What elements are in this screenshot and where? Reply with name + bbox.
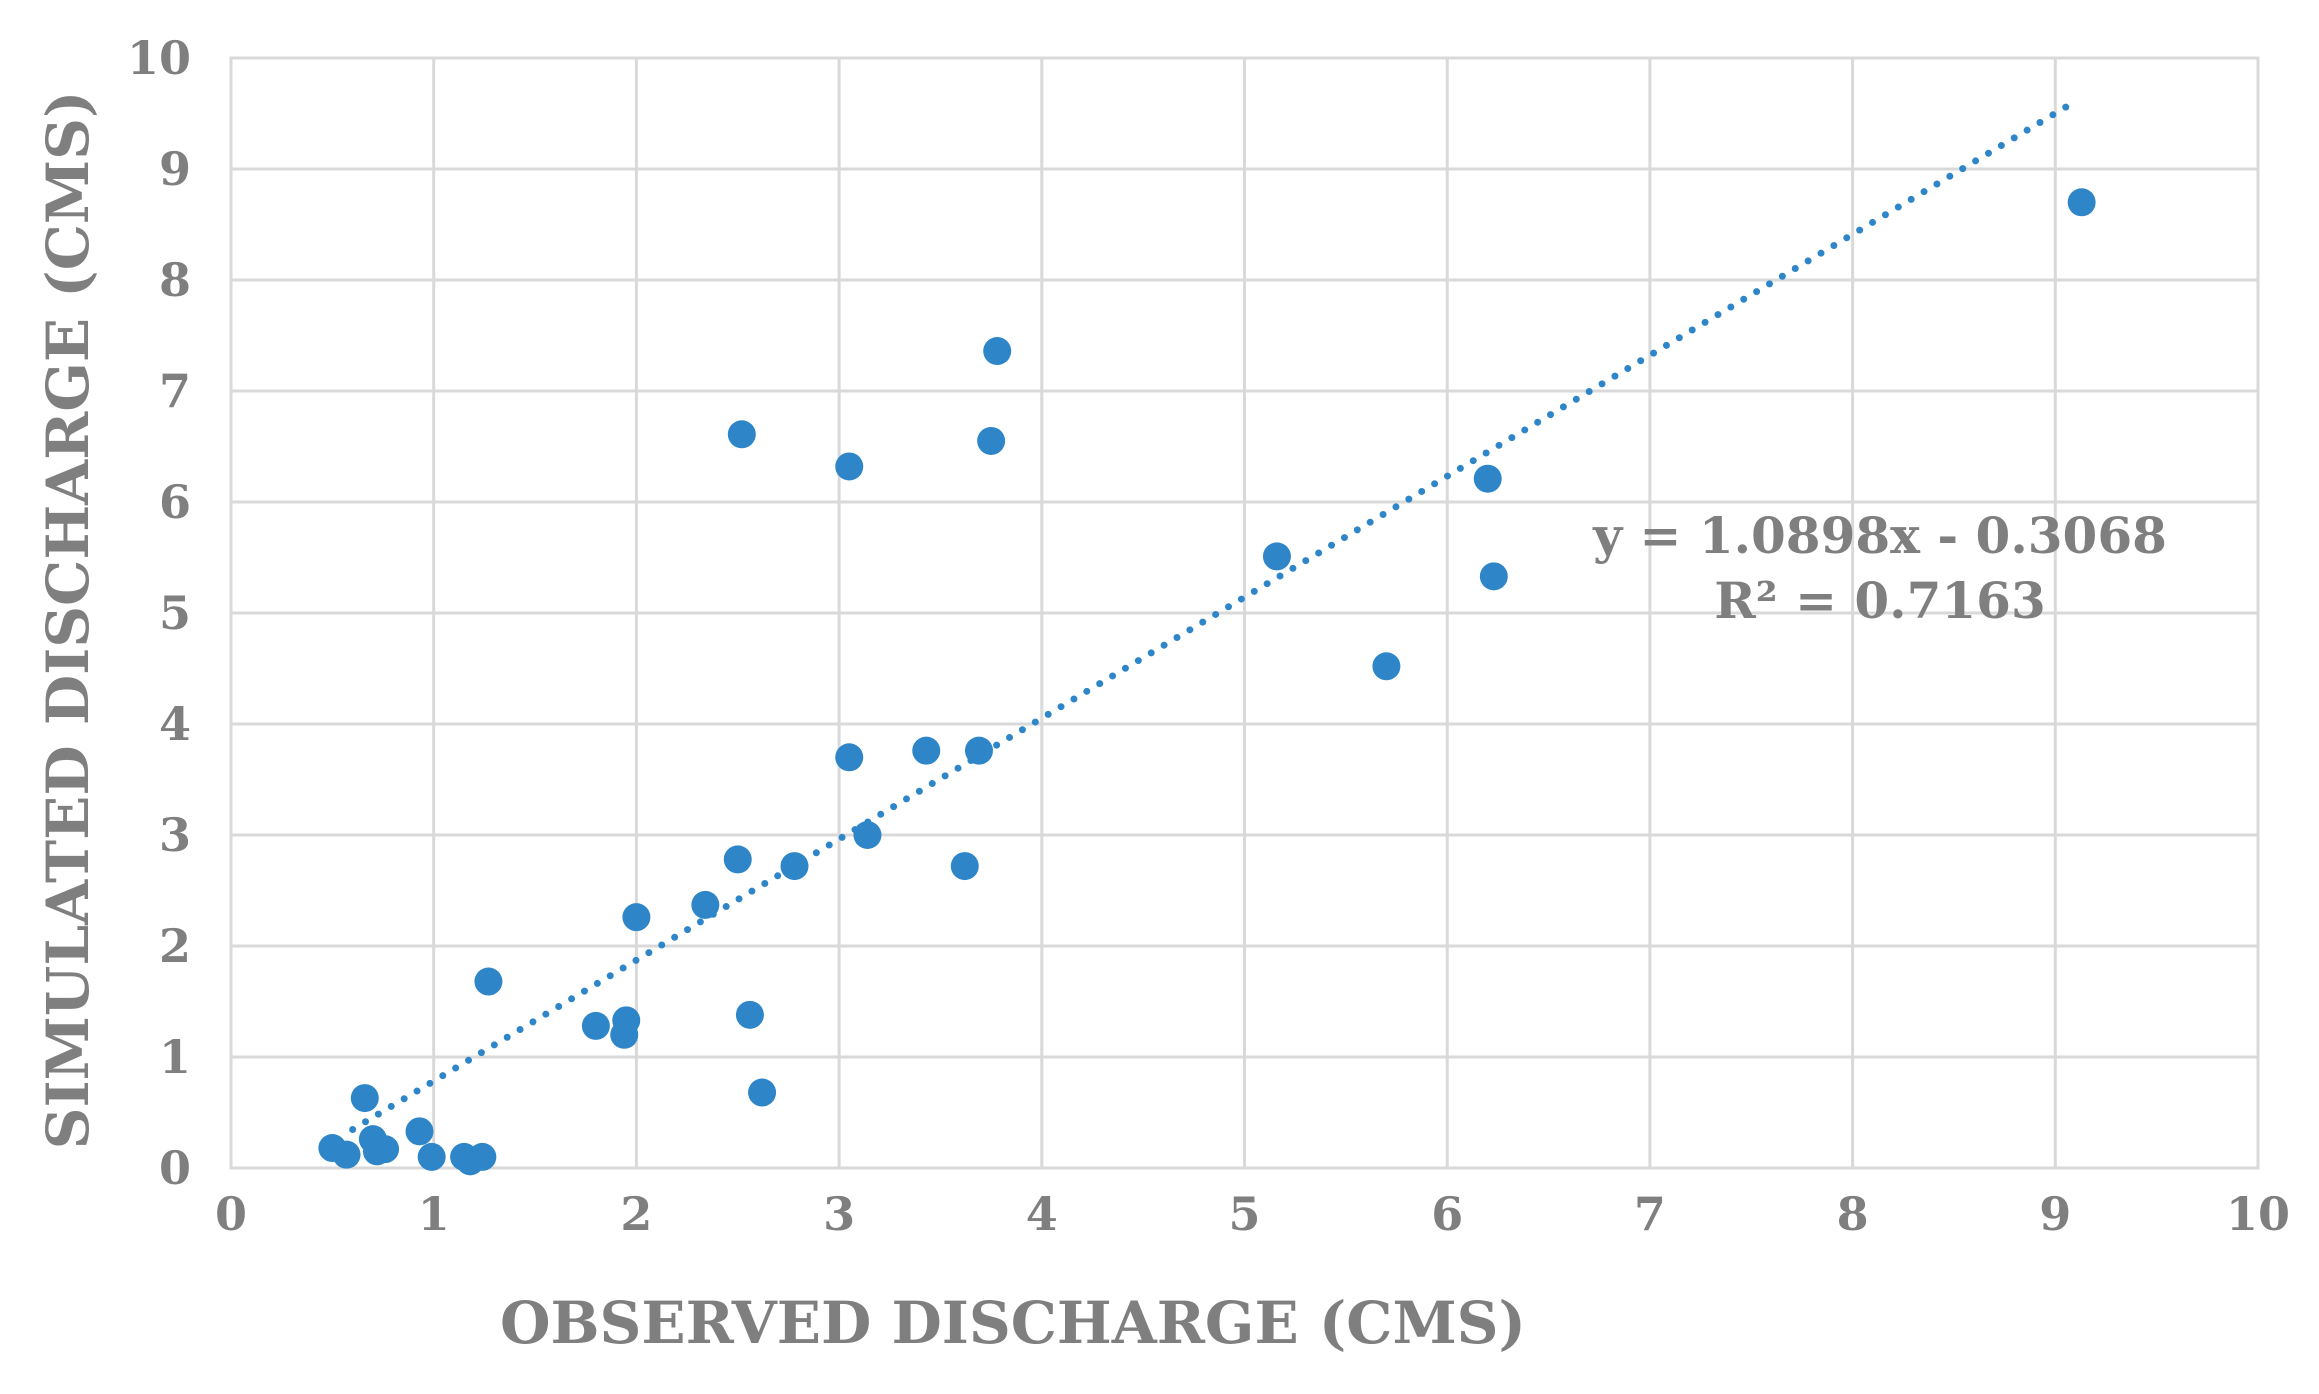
data-point — [581, 1011, 610, 1040]
x-tick-label: 3 — [823, 1187, 855, 1241]
data-point — [612, 1006, 641, 1035]
data-point — [691, 890, 720, 919]
x-tick-label: 1 — [418, 1187, 450, 1241]
data-point — [1262, 542, 1291, 571]
x-tick-label: 0 — [215, 1187, 247, 1241]
y-tick-label: 4 — [159, 697, 191, 751]
data-point — [474, 967, 503, 996]
y-tick-label: 2 — [159, 919, 191, 973]
data-point — [780, 852, 809, 881]
data-point — [350, 1084, 379, 1113]
y-axis-ticks: 0 1 2 3 4 5 6 7 8 9 10 — [127, 31, 191, 1195]
y-tick-label: 6 — [159, 475, 191, 529]
y-tick-label: 7 — [159, 364, 191, 418]
y-axis-title: SIMULATED DISCHARGE (CMS) — [34, 91, 102, 1150]
data-points — [318, 188, 2096, 1176]
x-tick-label: 10 — [2226, 1187, 2290, 1241]
data-point — [977, 426, 1006, 455]
data-point — [1479, 562, 1508, 591]
data-point — [417, 1142, 446, 1171]
x-tick-label: 7 — [1634, 1187, 1666, 1241]
data-point — [332, 1140, 361, 1169]
y-tick-label: 9 — [159, 142, 191, 196]
y-tick-label: 0 — [159, 1141, 191, 1195]
data-point — [853, 821, 882, 849]
trendline-r-squared: R² = 0.7163 — [1714, 571, 2046, 630]
data-point — [912, 736, 941, 765]
data-point — [835, 452, 864, 481]
data-point — [1372, 652, 1401, 681]
x-tick-label: 9 — [2039, 1187, 2071, 1241]
data-point — [1473, 464, 1502, 493]
trendline-equation: y = 1.0898x - 0.3068 — [1592, 506, 2167, 565]
data-point — [748, 1078, 777, 1107]
trendline — [349, 97, 2080, 1133]
data-point — [735, 1000, 764, 1029]
y-tick-label: 5 — [159, 586, 191, 640]
x-axis-ticks: 0 1 2 3 4 5 6 7 8 9 10 — [215, 1187, 2290, 1241]
data-point — [964, 736, 993, 765]
data-point — [723, 845, 752, 874]
y-tick-label: 8 — [159, 253, 191, 307]
x-tick-label: 8 — [1837, 1187, 1869, 1241]
data-point — [405, 1117, 434, 1146]
data-point — [835, 743, 864, 772]
data-point — [2067, 188, 2096, 217]
data-point — [983, 337, 1012, 366]
x-tick-label: 2 — [620, 1187, 652, 1241]
grid — [229, 56, 2260, 1170]
data-point — [622, 903, 651, 932]
x-tick-label: 6 — [1431, 1187, 1463, 1241]
x-axis-title: OBSERVED DISCHARGE (CMS) — [500, 1289, 1526, 1357]
y-tick-label: 1 — [159, 1030, 191, 1084]
data-point — [950, 852, 979, 881]
x-tick-label: 4 — [1026, 1187, 1058, 1241]
y-tick-label: 10 — [127, 31, 191, 85]
y-tick-label: 3 — [159, 808, 191, 862]
plot-area-border — [229, 56, 2260, 1170]
data-point — [727, 420, 756, 449]
trendline-group — [349, 97, 2080, 1133]
x-tick-label: 5 — [1228, 1187, 1260, 1241]
data-point — [468, 1142, 497, 1171]
data-point — [371, 1135, 400, 1164]
